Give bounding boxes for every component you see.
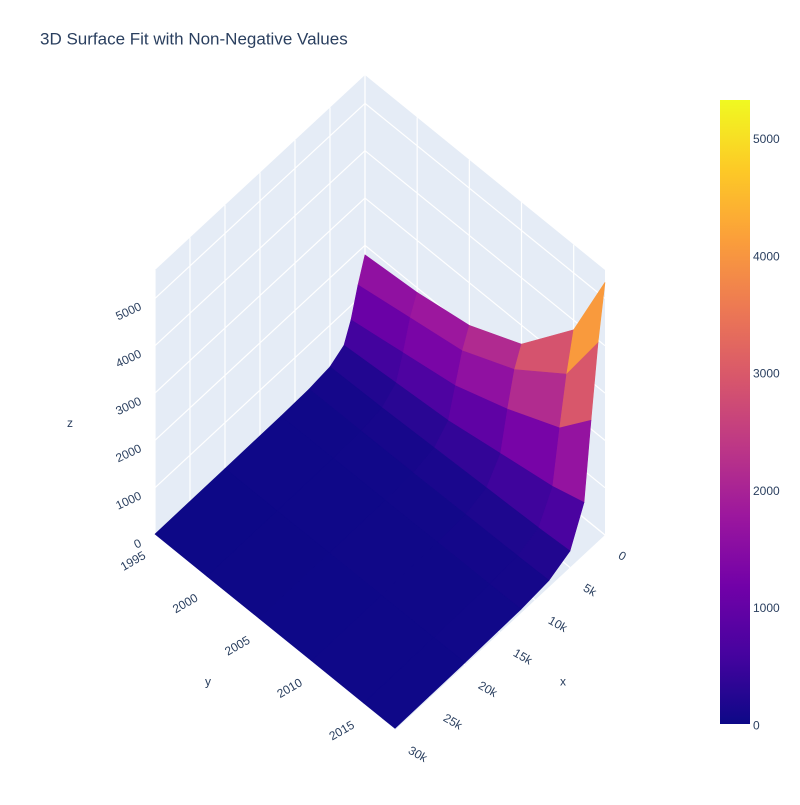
z-tick-label: 4000 (113, 346, 143, 370)
x-tick-label: 20k (476, 678, 501, 700)
grid-line (154, 292, 366, 489)
colorbar-tick-label: 2000 (753, 484, 780, 498)
x-tick-label: 0 (616, 548, 629, 564)
z-tick-label: 5000 (113, 299, 143, 323)
y-tick-label: 2015 (327, 718, 357, 744)
colorbar-tick-label: 3000 (753, 367, 780, 381)
z-tick-label: 1000 (113, 488, 143, 512)
colorbar-tick-label: 4000 (753, 249, 780, 263)
x-tick-label: 10k (546, 613, 571, 635)
x-tick-label: 30k (406, 743, 431, 765)
chart-title: 3D Surface Fit with Non-Negative Values (40, 29, 348, 48)
z-tick-label: 2000 (113, 441, 143, 465)
x-axis-title: x (560, 675, 566, 689)
colorbar (720, 100, 750, 724)
colorbar-tick-label: 1000 (753, 601, 780, 615)
y-tick-label: 1995 (118, 548, 148, 574)
grid-line (154, 197, 366, 394)
colorbar-tick-label: 5000 (753, 132, 780, 146)
grid-line (154, 244, 366, 441)
y-tick-label: 2010 (274, 675, 304, 701)
x-tick-label: 25k (441, 711, 466, 733)
colorbar-tick-label: 0 (753, 719, 760, 733)
y-axis-title: y (205, 675, 211, 689)
x-tick-label: 5k (581, 581, 600, 600)
grid-line (364, 102, 606, 299)
grid-line (154, 102, 366, 299)
x-tick-label: 15k (511, 646, 536, 668)
surface-patch (363, 637, 466, 729)
grid-line (364, 150, 606, 347)
grid-line (154, 534, 396, 731)
z-tick-label: 0 (132, 536, 144, 552)
z-axis-title: z (67, 416, 73, 430)
z-tick-label: 3000 (113, 394, 143, 418)
grid-line (154, 150, 366, 347)
y-tick-label: 2005 (222, 633, 252, 659)
y-tick-label: 2000 (170, 590, 200, 616)
